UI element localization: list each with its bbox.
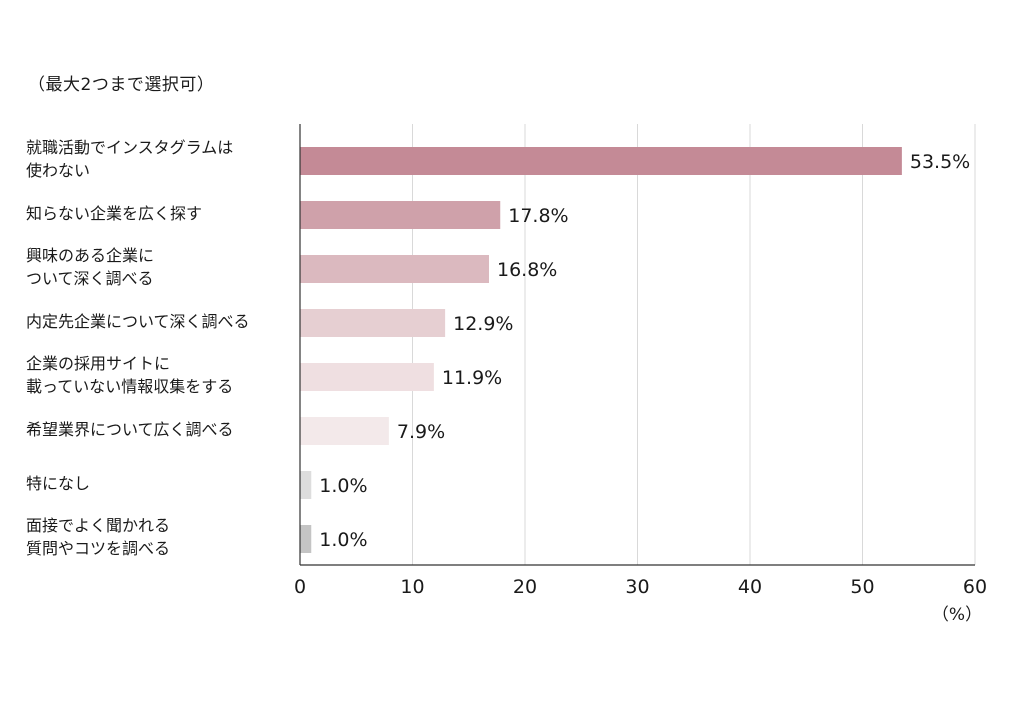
bar-value-label: 1.0%	[319, 475, 367, 497]
bar-value-label: 11.9%	[442, 367, 502, 389]
category-label: 知らない企業を広く探す	[26, 203, 203, 223]
bar-value-label: 7.9%	[397, 421, 445, 443]
x-tick-label: 30	[625, 576, 649, 598]
bar	[300, 525, 312, 553]
category-label: 面接でよく聞かれる 質問やコツを調べる	[26, 516, 171, 558]
chart-note: （最大2つまで選択可）	[28, 75, 215, 95]
bar	[300, 417, 389, 445]
bar	[300, 363, 434, 391]
bar	[300, 471, 312, 499]
category-label: 内定先企業について深く調べる	[26, 311, 250, 331]
x-tick-label: 40	[738, 576, 762, 598]
x-tick-label: 60	[963, 576, 987, 598]
x-tick-label: 20	[513, 576, 537, 598]
category-label: 就職活動でインスタグラムは 使わない	[26, 138, 234, 180]
x-unit-label: （%）	[932, 605, 982, 625]
category-label: 特になし	[26, 473, 91, 493]
bar	[300, 147, 902, 175]
bar-value-label: 12.9%	[453, 313, 513, 335]
bar	[300, 309, 446, 337]
x-tick-label: 10	[400, 576, 424, 598]
bar-value-label: 17.8%	[508, 205, 568, 227]
x-tick-label: 0	[294, 576, 306, 598]
bar-value-label: 53.5%	[910, 151, 970, 173]
category-label: 希望業界について広く調べる	[26, 419, 234, 439]
bar	[300, 201, 501, 229]
bar-value-label: 16.8%	[497, 259, 557, 281]
category-label: 興味のある企業に ついて深く調べる	[26, 246, 155, 288]
x-tick-label: 50	[850, 576, 874, 598]
bar-value-label: 1.0%	[319, 529, 367, 551]
category-label: 企業の採用サイトに 載っていない情報収集をする	[26, 354, 234, 396]
bar	[300, 255, 489, 283]
